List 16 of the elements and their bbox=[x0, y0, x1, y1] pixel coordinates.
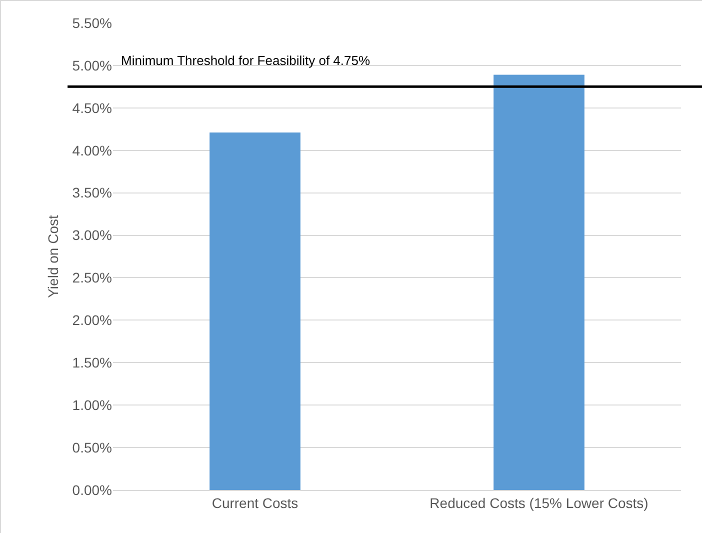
y-tick-label: 0.00% bbox=[72, 482, 112, 498]
y-tick-label: 2.50% bbox=[72, 270, 112, 286]
y-tick-label: 2.00% bbox=[72, 312, 112, 328]
y-tick-label: 3.00% bbox=[72, 227, 112, 244]
y-tick-label: 4.50% bbox=[72, 100, 112, 116]
x-tick-label: Current Costs bbox=[212, 494, 298, 511]
y-tick-label: 1.00% bbox=[72, 396, 112, 413]
y-tick-label: 1.50% bbox=[72, 354, 112, 371]
y-tick-label: 3.50% bbox=[72, 184, 112, 201]
y-axis-title: Yield on Cost bbox=[44, 215, 61, 298]
ref-line-label: Minimum Threshold for Feasibility of 4.75% bbox=[121, 53, 370, 68]
y-tick-label: 5.00% bbox=[72, 57, 112, 74]
y-tick-label: 5.50% bbox=[72, 14, 112, 31]
x-tick-label: Reduced Costs (15% Lower Costs) bbox=[430, 494, 648, 511]
y-tick-label: 0.50% bbox=[72, 439, 112, 456]
y-tick-label: 4.00% bbox=[72, 142, 112, 158]
